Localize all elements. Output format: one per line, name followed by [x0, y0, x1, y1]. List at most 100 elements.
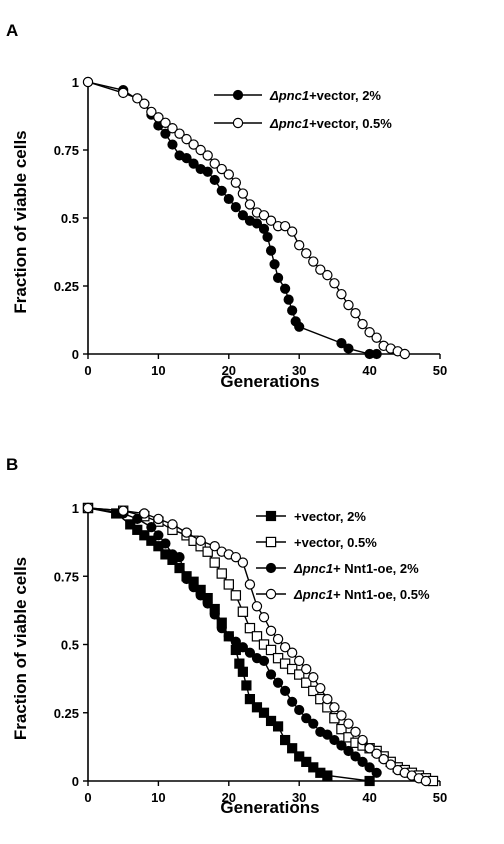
y-tick-label: 0.75	[54, 569, 79, 584]
data-point	[244, 579, 256, 590]
chart-panel-a: A 0 10 20 30 40 50 0 0.25 0.5 0.75 1 Generations Frac…	[6, 21, 447, 391]
data-point	[132, 513, 143, 525]
data-point	[329, 702, 340, 713]
data-point	[216, 185, 227, 196]
data-point	[308, 672, 319, 683]
data-point	[294, 704, 305, 716]
data-point	[223, 193, 234, 205]
data-point	[230, 636, 241, 647]
data-point	[139, 98, 150, 109]
x-tick-label: 50	[433, 363, 447, 378]
data-point	[329, 278, 340, 289]
y-tick-label: 0.25	[54, 279, 79, 294]
legend-label-italic-part: Δpnc1	[293, 587, 333, 602]
data-point	[272, 633, 284, 645]
data-point	[308, 718, 319, 729]
data-point	[315, 264, 326, 275]
data-point	[244, 647, 256, 658]
legend-label-text: + Nnt1-oe, 0.5%	[333, 587, 430, 602]
data-point	[209, 557, 220, 568]
legend-label-text: +vector, 2%	[309, 88, 381, 103]
data-point	[385, 759, 396, 770]
data-point	[244, 622, 256, 634]
data-point	[343, 745, 354, 757]
legend-entry: Δpnc1+vector, 2%	[214, 88, 381, 103]
y-tick-label: 0	[72, 347, 79, 362]
data-point	[258, 707, 270, 718]
data-point	[343, 732, 354, 743]
data-point	[315, 682, 326, 694]
y-tick-label: 0.5	[61, 638, 79, 653]
data-point	[241, 680, 252, 691]
series-2	[82, 502, 439, 787]
data-point	[181, 573, 192, 585]
data-point	[181, 527, 192, 538]
legend-label: Δpnc1+ Nnt1-oe, 0.5%	[293, 587, 430, 602]
data-point	[279, 220, 291, 232]
legend-label-text: +vector, 0.5%	[309, 116, 392, 131]
legend-entry: +vector, 0.5%	[256, 535, 377, 550]
data-point	[258, 612, 270, 623]
x-tick-label: 20	[222, 363, 236, 378]
data-point	[336, 740, 347, 751]
data-point	[160, 117, 171, 129]
legend-label-text: +vector, 2%	[294, 509, 366, 524]
data-point	[357, 756, 368, 767]
data-point	[153, 513, 164, 525]
data-point	[216, 163, 227, 175]
legend-entry: Δpnc1+vector, 0.5%	[214, 116, 392, 131]
data-point	[272, 652, 284, 664]
data-point	[286, 226, 298, 237]
data-point	[322, 729, 333, 740]
data-point	[82, 502, 94, 514]
data-point	[258, 210, 270, 221]
data-point	[336, 288, 347, 300]
data-point	[336, 723, 347, 735]
data-point	[174, 562, 185, 574]
data-point	[251, 601, 263, 612]
legend-entry: Δpnc1+ Nnt1-oe, 0.5%	[256, 587, 430, 602]
data-point	[230, 590, 242, 601]
data-point	[279, 642, 291, 653]
data-point	[286, 647, 298, 658]
x-tick-label: 0	[84, 790, 91, 805]
data-point	[364, 327, 375, 338]
data-point	[82, 76, 94, 88]
data-point	[329, 734, 340, 746]
data-point	[308, 256, 319, 267]
data-point	[146, 522, 157, 533]
data-point	[283, 294, 294, 305]
data-point	[350, 308, 361, 319]
legend-entry: +vector, 2%	[256, 509, 366, 524]
series-4	[82, 502, 432, 787]
data-point	[322, 693, 333, 705]
data-point	[223, 579, 234, 590]
data-point	[244, 199, 256, 210]
data-point	[230, 202, 241, 213]
data-point	[378, 753, 389, 765]
legend-marker	[265, 510, 277, 522]
y-axis-title: Fraction of viable cells	[11, 557, 30, 740]
data-point	[286, 663, 298, 675]
data-point	[343, 718, 354, 729]
data-point	[237, 557, 249, 568]
data-point	[230, 177, 242, 188]
data-point	[251, 631, 263, 642]
x-axis-title: Generations	[220, 798, 319, 817]
data-point	[202, 166, 213, 177]
data-point	[294, 321, 305, 332]
data-point	[287, 696, 298, 707]
data-point	[132, 93, 143, 104]
data-point	[420, 775, 432, 787]
data-point	[188, 582, 199, 593]
data-point	[294, 669, 305, 680]
data-point	[364, 775, 375, 787]
data-point	[188, 158, 199, 169]
data-point	[301, 713, 312, 724]
data-point	[350, 751, 361, 762]
data-point	[188, 139, 199, 150]
x-tick-label: 0	[84, 363, 91, 378]
data-point	[280, 685, 291, 697]
data-point	[223, 169, 234, 180]
data-point	[174, 128, 185, 139]
